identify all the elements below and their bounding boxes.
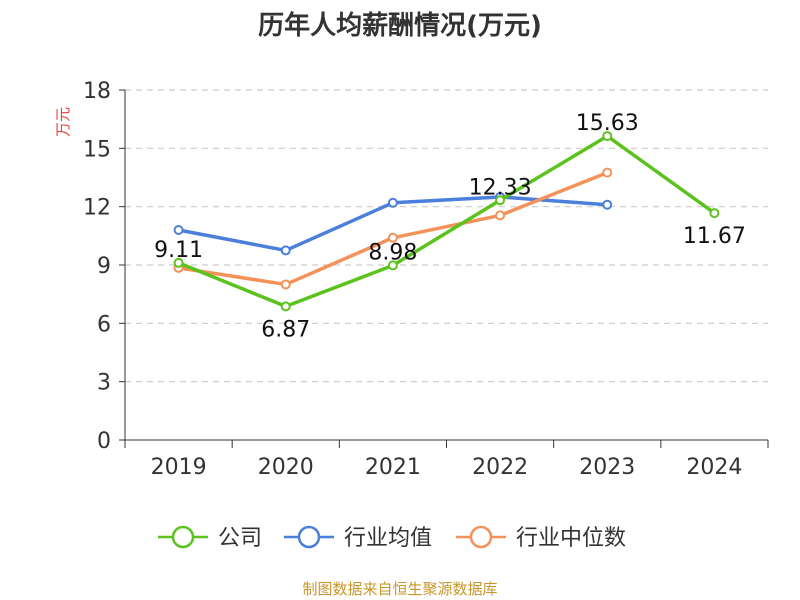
data-point [387, 197, 398, 208]
legend-marker-icon [469, 525, 493, 549]
y-tick-label: 3 [97, 371, 111, 396]
y-tick-label: 12 [83, 196, 111, 221]
data-point [495, 210, 506, 221]
data-label: 15.63 [576, 111, 639, 136]
data-point [602, 131, 613, 142]
data-point [387, 260, 398, 271]
series-lines [173, 131, 720, 312]
data-point [495, 195, 506, 206]
chart-title: 历年人均薪酬情况(万元) [258, 10, 542, 41]
y-tick-label: 6 [97, 312, 111, 337]
series-line [177, 134, 716, 309]
legend-label: 行业中位数 [516, 526, 626, 551]
legend-item[interactable]: 行业均值 [284, 525, 432, 551]
source-note: 制图数据来自恒生聚源数据库 [302, 580, 497, 598]
y-tick-label: 18 [83, 79, 111, 104]
x-tick-label: 2023 [579, 455, 635, 480]
data-point [280, 245, 291, 256]
gridlines [125, 89, 768, 383]
x-tick-label: 2024 [686, 455, 742, 480]
data-labels: 9.11 6.87 8.98 12.33 15.63 11.67 [154, 111, 746, 342]
legend-item[interactable]: 行业中位数 [456, 525, 626, 551]
legend[interactable]: 公司 行业均值 行业中位数 [158, 525, 626, 551]
x-tick-label: 2021 [365, 455, 421, 480]
x-tick-label: 2022 [472, 455, 528, 480]
data-point [709, 208, 720, 219]
y-tick-label: 9 [97, 254, 111, 279]
data-point [280, 301, 291, 312]
axes: 0 3 6 9 12 15 18 2019 2020 2021 2022 2023 2024 [83, 79, 769, 480]
y-tick-label: 0 [97, 429, 111, 454]
y-axis-label: 万元 [54, 107, 72, 137]
legend-item[interactable]: 公司 [158, 525, 262, 551]
data-point [602, 199, 613, 210]
data-label: 11.67 [683, 224, 746, 249]
data-point [280, 279, 291, 290]
data-point [602, 167, 613, 178]
data-label: 9.11 [154, 238, 203, 263]
data-point [173, 225, 184, 235]
legend-label: 公司 [218, 526, 262, 551]
data-point [387, 232, 398, 243]
x-tick-label: 2019 [151, 455, 207, 480]
y-tick-label: 15 [83, 137, 111, 162]
data-label: 6.87 [261, 317, 310, 342]
legend-label: 行业均值 [344, 526, 432, 551]
data-label: 12.33 [469, 175, 532, 200]
data-point [173, 257, 184, 268]
x-tick-label: 2020 [258, 455, 314, 480]
legend-marker-icon [171, 525, 195, 549]
data-label: 8.98 [368, 240, 417, 265]
legend-marker-icon [297, 525, 321, 549]
